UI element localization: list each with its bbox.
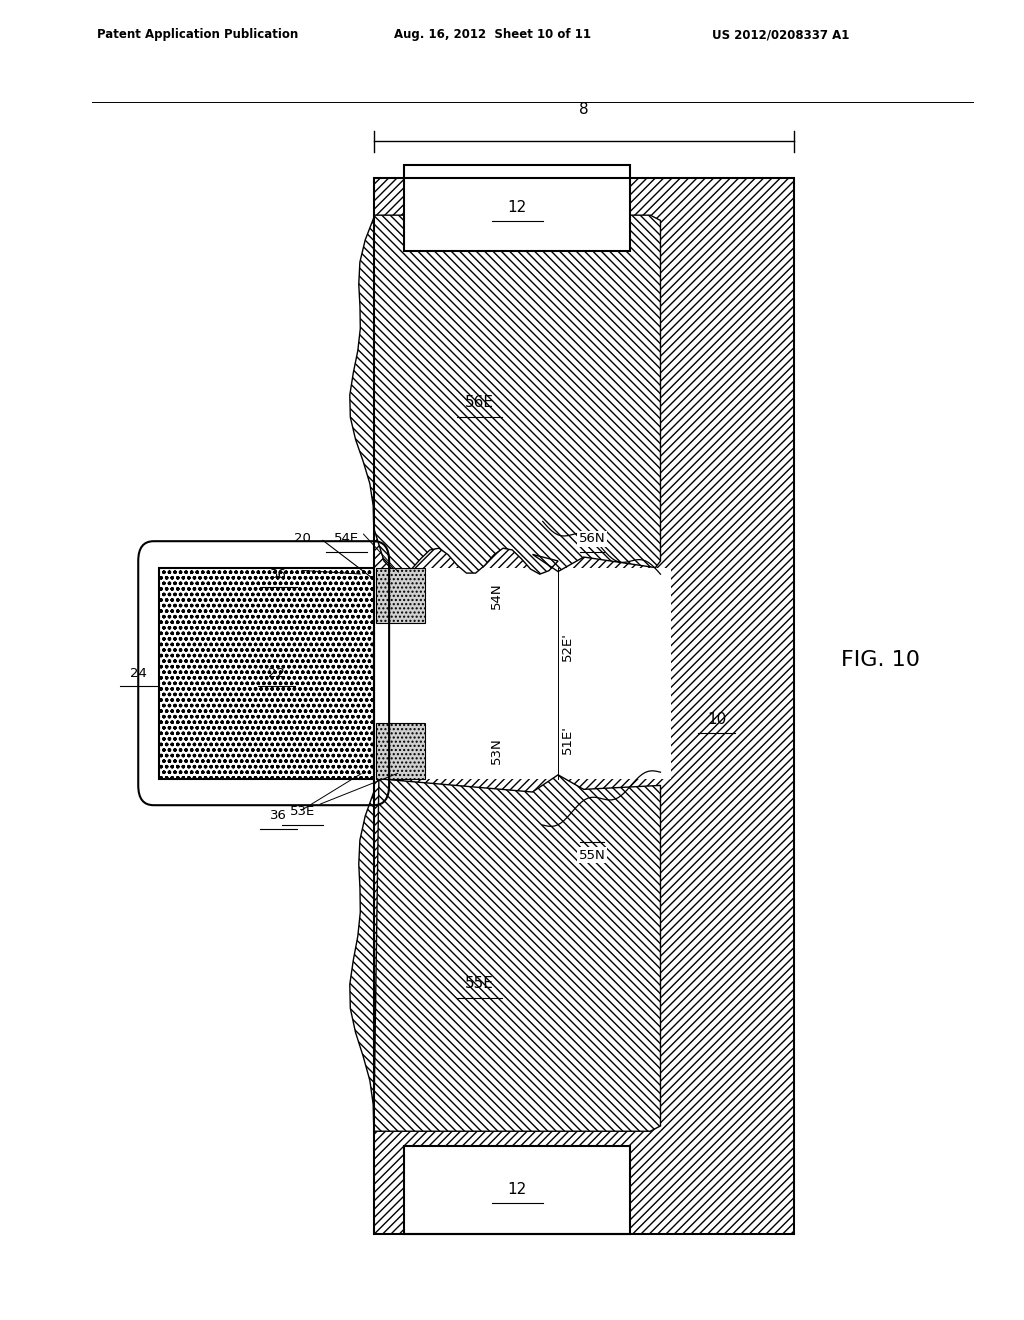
Text: 53N: 53N	[489, 738, 503, 764]
Text: 8: 8	[579, 103, 589, 117]
Text: 36: 36	[270, 568, 287, 581]
Text: 54E: 54E	[334, 532, 358, 545]
Text: 12: 12	[508, 201, 526, 215]
Text: 53E: 53E	[290, 805, 314, 818]
Text: Aug. 16, 2012  Sheet 10 of 11: Aug. 16, 2012 Sheet 10 of 11	[394, 28, 591, 41]
Text: 22: 22	[268, 667, 285, 680]
Text: 12: 12	[508, 1183, 526, 1197]
Text: 56N: 56N	[579, 532, 605, 545]
Bar	[374, 178, 794, 1234]
Bar	[376, 568, 425, 623]
Text: 56E: 56E	[465, 395, 494, 411]
Text: 24: 24	[130, 667, 146, 680]
Text: 55N: 55N	[579, 849, 605, 862]
Text: 36: 36	[270, 809, 287, 822]
Polygon shape	[350, 215, 660, 574]
Text: Patent Application Publication: Patent Application Publication	[97, 28, 299, 41]
Bar	[404, 165, 630, 251]
Text: 54N: 54N	[489, 582, 503, 609]
Text: FIG. 10: FIG. 10	[841, 649, 921, 671]
Bar	[376, 723, 425, 779]
Bar	[374, 178, 794, 1234]
Text: 51E': 51E'	[561, 725, 574, 754]
Text: 55E: 55E	[465, 975, 494, 991]
Polygon shape	[350, 775, 660, 1131]
Text: US 2012/0208337 A1: US 2012/0208337 A1	[712, 28, 849, 41]
Bar	[404, 1146, 630, 1234]
Text: 52E': 52E'	[561, 632, 574, 661]
Text: 10: 10	[708, 711, 726, 727]
Text: 20: 20	[294, 532, 310, 545]
Bar	[159, 568, 374, 779]
Bar	[374, 568, 671, 779]
